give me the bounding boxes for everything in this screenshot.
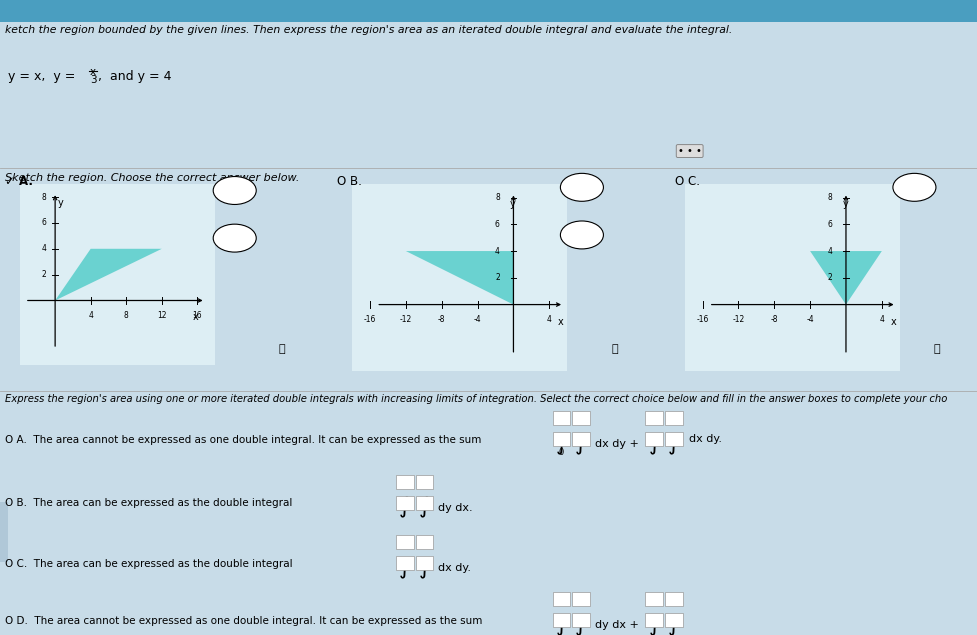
- Text: x: x: [889, 317, 895, 326]
- Text: 8: 8: [124, 311, 129, 320]
- Text: 2: 2: [42, 270, 47, 279]
- Polygon shape: [405, 251, 513, 305]
- Text: -12: -12: [400, 316, 411, 324]
- Text: 4: 4: [878, 316, 883, 324]
- Text: dy dx.: dy dx.: [438, 503, 472, 513]
- Text: 8: 8: [827, 193, 831, 202]
- Text: 4: 4: [827, 246, 831, 255]
- Text: ∫: ∫: [555, 615, 567, 635]
- Text: 8: 8: [42, 192, 47, 201]
- Text: ,  and y = 4: , and y = 4: [98, 70, 171, 83]
- Text: 6: 6: [42, 218, 47, 227]
- Text: ∫: ∫: [574, 434, 586, 455]
- Text: x: x: [90, 67, 96, 77]
- Text: -4: -4: [473, 316, 481, 324]
- Text: 16: 16: [192, 311, 202, 320]
- Text: 12: 12: [157, 311, 166, 320]
- Text: Sketch the region. Choose the correct answer below.: Sketch the region. Choose the correct an…: [5, 173, 299, 183]
- Text: 4: 4: [546, 316, 551, 324]
- Text: O C.  The area can be expressed as the double integral: O C. The area can be expressed as the do…: [5, 559, 292, 569]
- Text: dy dx +: dy dx +: [594, 620, 638, 631]
- Text: -16: -16: [696, 316, 708, 324]
- Text: 0: 0: [558, 448, 564, 457]
- Text: ∫: ∫: [648, 434, 659, 455]
- Text: 4: 4: [494, 246, 499, 255]
- Text: ∫: ∫: [648, 615, 659, 635]
- Text: ✓ A.: ✓ A.: [5, 175, 33, 187]
- Text: −: −: [576, 229, 586, 241]
- Text: y: y: [509, 199, 515, 209]
- Text: • • •: • • •: [677, 146, 701, 156]
- Text: x: x: [192, 312, 198, 322]
- Polygon shape: [55, 249, 161, 300]
- Text: +: +: [909, 181, 918, 194]
- Text: 8: 8: [494, 193, 499, 202]
- Text: +: +: [576, 181, 586, 194]
- Text: dx dy +: dx dy +: [594, 439, 638, 450]
- Text: ∫: ∫: [418, 497, 430, 518]
- Text: -8: -8: [770, 316, 778, 324]
- Text: ∫: ∫: [667, 615, 679, 635]
- Text: ⧉: ⧉: [611, 344, 617, 354]
- Text: -16: -16: [363, 316, 376, 324]
- Text: ⧉: ⧉: [278, 344, 285, 354]
- Text: 2: 2: [827, 273, 831, 283]
- Text: 2: 2: [494, 273, 499, 283]
- Text: -8: -8: [438, 316, 446, 324]
- Text: Express the region's area using one or more iterated double integrals with incre: Express the region's area using one or m…: [5, 394, 947, 404]
- Text: -4: -4: [805, 316, 813, 324]
- Text: ∫: ∫: [418, 558, 430, 578]
- Text: x: x: [557, 317, 563, 326]
- Text: 3: 3: [90, 75, 97, 85]
- Text: ∫: ∫: [399, 497, 410, 518]
- Polygon shape: [809, 251, 881, 305]
- Text: ketch the region bounded by the given lines. Then express the region's area as a: ketch the region bounded by the given li…: [5, 25, 732, 36]
- Text: dx dy.: dx dy.: [688, 434, 721, 444]
- Text: −: −: [230, 232, 239, 244]
- Text: 4: 4: [42, 244, 47, 253]
- Text: +: +: [230, 184, 239, 197]
- Text: O A.  The area cannot be expressed as one double integral. It can be expressed a: O A. The area cannot be expressed as one…: [5, 435, 481, 445]
- Text: ∫: ∫: [399, 558, 410, 578]
- Text: 4: 4: [88, 311, 93, 320]
- Text: ∫: ∫: [555, 434, 567, 455]
- Text: 6: 6: [494, 220, 499, 229]
- Text: y: y: [58, 198, 64, 208]
- Text: y = x,  y =: y = x, y =: [8, 70, 79, 83]
- Text: y: y: [841, 199, 847, 209]
- Text: O C.: O C.: [674, 175, 700, 187]
- Text: O D.  The area cannot be expressed as one double integral. It can be expressed a: O D. The area cannot be expressed as one…: [5, 616, 482, 626]
- Text: 6: 6: [827, 220, 831, 229]
- Text: ∫: ∫: [667, 434, 679, 455]
- Text: O B.  The area can be expressed as the double integral: O B. The area can be expressed as the do…: [5, 498, 292, 509]
- Text: -12: -12: [732, 316, 743, 324]
- Text: ⧉: ⧉: [933, 344, 940, 354]
- Text: dx dy.: dx dy.: [438, 563, 471, 573]
- Text: ∫: ∫: [574, 615, 586, 635]
- Text: O B.: O B.: [337, 175, 361, 187]
